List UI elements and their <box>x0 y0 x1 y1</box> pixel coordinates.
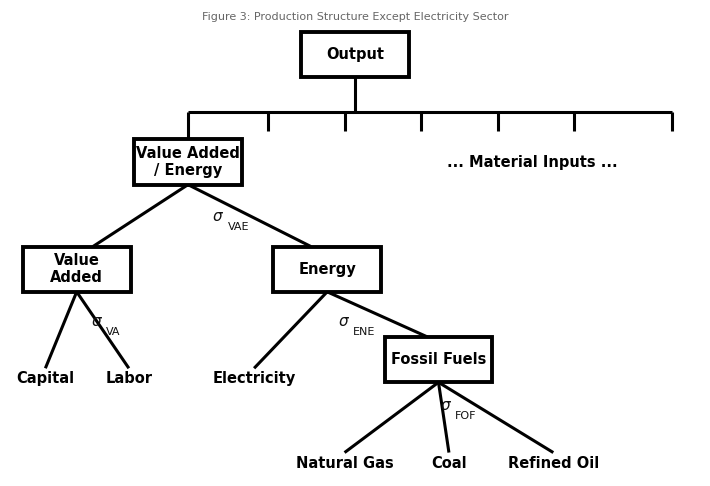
Text: $\sigma$: $\sigma$ <box>212 209 224 225</box>
Text: Coal: Coal <box>431 455 466 470</box>
Text: Output: Output <box>326 47 384 62</box>
Text: $\sigma$: $\sigma$ <box>338 314 349 329</box>
Text: Value Added
/ Energy: Value Added / Energy <box>136 146 240 178</box>
Text: VA: VA <box>106 327 121 337</box>
Text: ... Material Inputs ...: ... Material Inputs ... <box>447 155 618 170</box>
Text: Electricity: Electricity <box>212 371 296 386</box>
Text: FOF: FOF <box>455 411 476 421</box>
Text: VAE: VAE <box>228 222 249 232</box>
Text: $\sigma$: $\sigma$ <box>440 399 452 414</box>
FancyBboxPatch shape <box>273 246 381 292</box>
FancyBboxPatch shape <box>23 246 131 292</box>
Text: Natural Gas: Natural Gas <box>295 455 393 470</box>
Text: Refined Oil: Refined Oil <box>508 455 599 470</box>
Text: Labor: Labor <box>105 371 153 386</box>
FancyBboxPatch shape <box>385 337 493 382</box>
Text: $\sigma$: $\sigma$ <box>91 314 103 329</box>
Text: Capital: Capital <box>16 371 75 386</box>
Text: Fossil Fuels: Fossil Fuels <box>391 352 486 367</box>
FancyBboxPatch shape <box>134 139 242 185</box>
FancyBboxPatch shape <box>301 32 409 77</box>
Text: Figure 3: Production Structure Except Electricity Sector: Figure 3: Production Structure Except El… <box>202 12 508 22</box>
Text: ENE: ENE <box>353 327 376 337</box>
Text: Value
Added: Value Added <box>50 253 103 285</box>
Text: Energy: Energy <box>298 261 356 277</box>
